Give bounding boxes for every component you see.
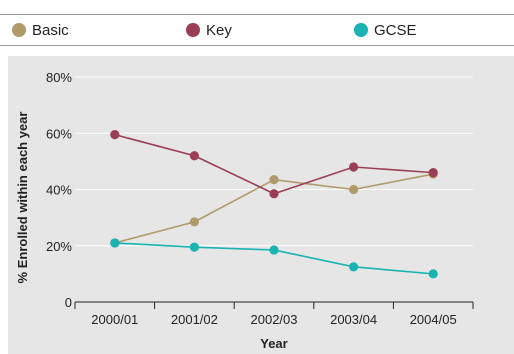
legend-swatch-key bbox=[186, 23, 200, 37]
y-tick-label-80: 80% bbox=[46, 70, 72, 85]
legend-label-gcse: GCSE bbox=[374, 21, 417, 39]
data-point-key-2 bbox=[269, 189, 279, 199]
data-point-gcse-2 bbox=[269, 245, 279, 255]
x-tick-label-2001-02: 2001/02 bbox=[171, 312, 218, 327]
series-line-basic bbox=[114, 173, 434, 244]
y-axis-title: % Enrolled within each year bbox=[15, 112, 30, 284]
y-tick-label-0: 0 bbox=[65, 295, 72, 310]
legend-swatch-basic bbox=[12, 23, 26, 37]
data-point-basic-1 bbox=[189, 217, 199, 227]
chart-legend: Basic Key GCSE bbox=[0, 15, 514, 45]
legend-divider bbox=[0, 45, 514, 46]
data-point-key-1 bbox=[189, 151, 199, 161]
data-point-key-4 bbox=[428, 168, 438, 178]
legend-label-basic: Basic bbox=[32, 21, 69, 39]
plot-panel: 0 20% 40% 60% 80% 2000/01 2001/02 2002/03 2003/0… bbox=[8, 56, 514, 354]
line-chart: 0 20% 40% 60% 80% 2000/01 2001/02 2002/03 2003/0… bbox=[15, 70, 474, 351]
data-point-gcse-0 bbox=[110, 238, 120, 248]
legend-swatch-gcse bbox=[354, 23, 368, 37]
data-point-key-0 bbox=[110, 130, 120, 140]
data-point-basic-2 bbox=[269, 175, 279, 185]
x-axis-title: Year bbox=[260, 336, 287, 351]
legend-item-basic: Basic bbox=[12, 15, 69, 45]
data-point-basic-3 bbox=[349, 184, 359, 195]
x-tick-label-2004-05: 2004/05 bbox=[410, 312, 457, 327]
legend-item-gcse: GCSE bbox=[354, 15, 417, 45]
y-tick-label-20: 20% bbox=[46, 239, 72, 254]
x-tick-label-2003-04: 2003/04 bbox=[330, 312, 377, 327]
data-point-gcse-1 bbox=[189, 242, 199, 252]
legend-label-key: Key bbox=[206, 21, 232, 39]
data-point-key-3 bbox=[349, 162, 359, 172]
legend-item-key: Key bbox=[186, 15, 232, 45]
x-tick-label-2000-01: 2000/01 bbox=[91, 312, 138, 327]
data-point-gcse-4 bbox=[428, 269, 438, 279]
x-tick-label-2002-03: 2002/03 bbox=[251, 312, 298, 327]
data-point-gcse-3 bbox=[349, 262, 359, 272]
y-tick-label-60: 60% bbox=[46, 126, 72, 141]
series-line-key bbox=[114, 133, 434, 195]
top-bar bbox=[0, 0, 514, 6]
top-divider bbox=[0, 14, 514, 15]
y-tick-label-40: 40% bbox=[46, 183, 72, 198]
